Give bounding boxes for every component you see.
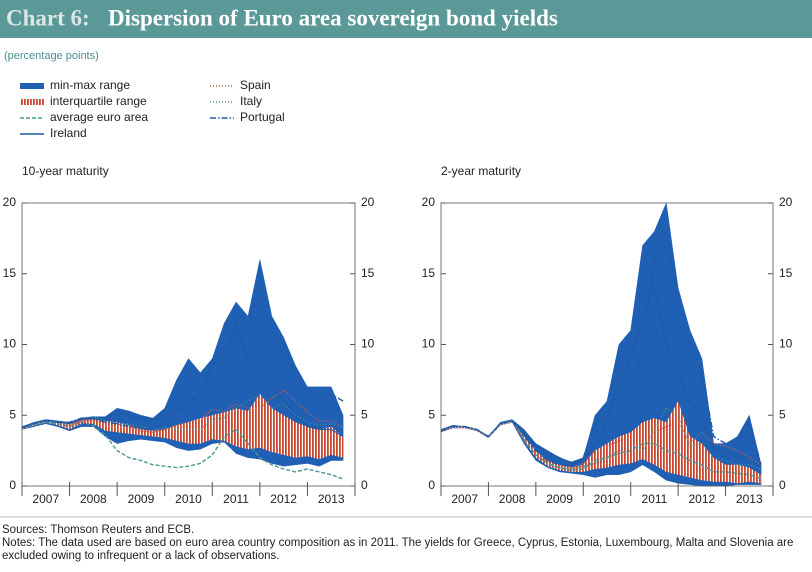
x-tick-label: 2008 (499, 492, 526, 506)
header-title: Dispersion of Euro area sovereign bond y… (108, 5, 558, 30)
y-tick-label-right: 20 (361, 195, 375, 209)
x-tick-label: 2009 (128, 492, 155, 506)
series-line (440, 407, 762, 470)
x-tick-label: 2012 (270, 492, 297, 506)
x-tick-label: 2011 (642, 492, 668, 506)
y-tick-label-right: 5 (361, 407, 368, 421)
legend-swatch (20, 83, 44, 89)
legend-label: Spain (240, 78, 271, 92)
y-tick-label: 0 (9, 478, 16, 492)
y-tick-label: 5 (428, 407, 435, 421)
y-tick-label: 20 (422, 195, 436, 209)
x-tick-label: 2013 (736, 492, 763, 506)
panel-title: 2-year maturity (441, 164, 521, 178)
x-tick-label: 2011 (223, 492, 249, 506)
x-tick-label: 2007 (451, 492, 478, 506)
series-line (21, 321, 344, 438)
series-line (440, 420, 762, 480)
y-tick-label-right: 10 (361, 337, 375, 351)
y-tick-label-right: 15 (361, 266, 375, 280)
sources: Sources: Thomson Reuters and ECB. (2, 524, 194, 536)
series-line (440, 228, 762, 467)
y-tick-label-right: 10 (779, 337, 793, 351)
x-tick-label: 2012 (689, 492, 716, 506)
series-line (440, 420, 762, 469)
x-tick-label: 2009 (546, 492, 573, 506)
y-tick-label-right: 20 (779, 195, 793, 209)
legend-label: Ireland (50, 126, 87, 140)
y-tick-label: 15 (422, 266, 436, 280)
x-tick-label: 2007 (32, 492, 59, 506)
subtitle: (percentage points) (4, 50, 99, 62)
y-tick-label: 10 (3, 337, 17, 351)
x-tick-label: 2013 (318, 492, 345, 506)
y-tick-label: 10 (422, 337, 436, 351)
legend-label: Italy (240, 94, 262, 108)
y-tick-label-right: 15 (779, 266, 793, 280)
x-tick-label: 2008 (80, 492, 107, 506)
notes: Notes: The data used are based on euro a… (2, 537, 794, 562)
y-tick-label: 15 (3, 266, 17, 280)
header-number: Chart 6: (6, 5, 90, 30)
panel-title: 10-year maturity (22, 164, 109, 178)
legend-label: interquartile range (50, 94, 147, 108)
series-line (21, 421, 344, 480)
y-tick-label: 5 (9, 407, 16, 421)
x-tick-label: 2010 (175, 492, 202, 506)
y-tick-label-right: 0 (779, 478, 786, 492)
y-tick-label: 20 (3, 195, 17, 209)
legend-label: Portugal (240, 110, 285, 124)
interquartile-band (22, 394, 344, 460)
range-band (440, 202, 762, 487)
y-tick-label-right: 0 (361, 478, 368, 492)
legend-swatch (20, 99, 44, 105)
y-tick-label: 0 (428, 478, 435, 492)
y-tick-label-right: 5 (779, 407, 786, 421)
legend-label: min-max range (50, 78, 130, 92)
series-line (21, 293, 344, 431)
legend-label: average euro area (50, 110, 148, 124)
header-bar (0, 0, 812, 38)
x-tick-label: 2010 (594, 492, 621, 506)
